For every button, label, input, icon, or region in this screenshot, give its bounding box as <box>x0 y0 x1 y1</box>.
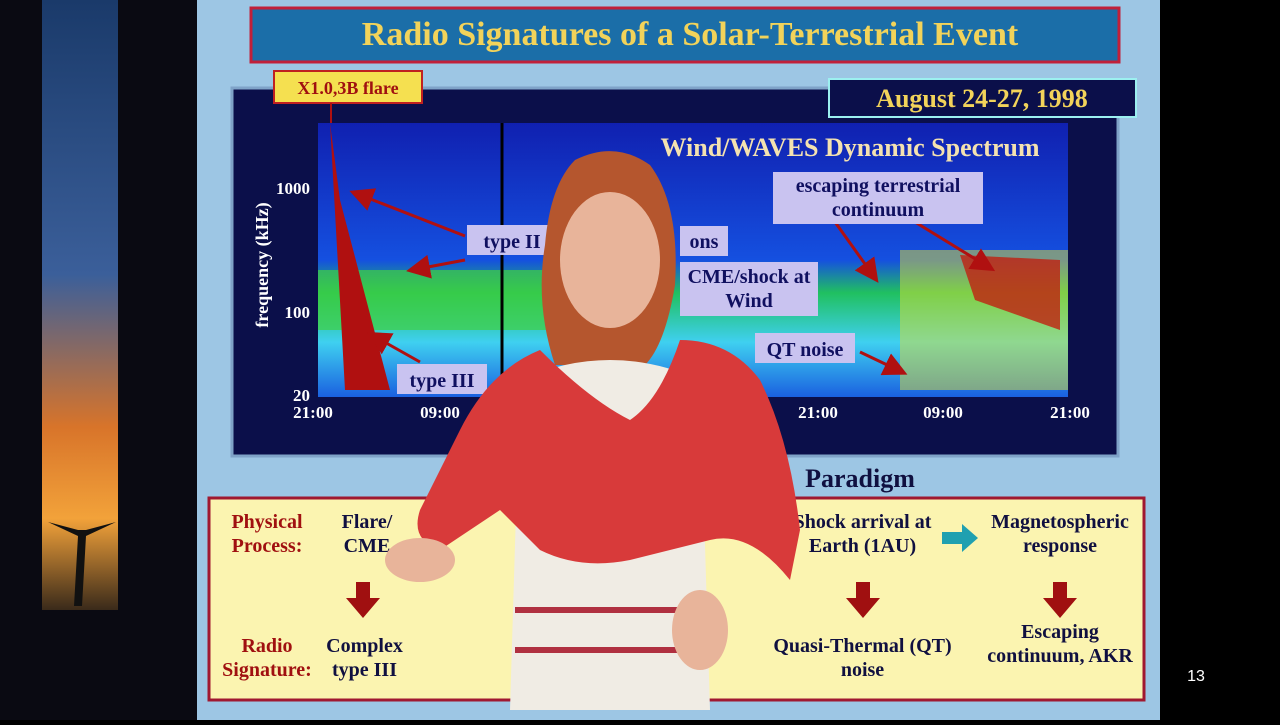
label-wrap: Physical Process: <box>231 511 303 557</box>
annotation-arrows <box>349 188 996 376</box>
process: Shock arrival at Earth (1AU) <box>793 511 932 557</box>
annotation: type II <box>483 231 540 253</box>
annotation-wrap: CME/shock at Wind <box>687 266 811 312</box>
x-tick-label: 21:00 <box>293 403 333 422</box>
hand <box>385 538 455 582</box>
annotation-box <box>680 226 728 256</box>
cardigan <box>417 340 800 580</box>
annotation-box <box>680 262 818 316</box>
face <box>560 192 660 328</box>
x-tick-label: 09:00 <box>923 403 963 422</box>
annotation: escaping terrestrial continuum <box>795 175 961 221</box>
annotation: type III <box>409 370 474 392</box>
flare-label: X1.0,3B flare <box>297 78 398 98</box>
y-axis-label: frequency (kHz) <box>252 202 273 327</box>
cell-wrap: Quasi-Thermal (QT) noise <box>773 635 952 681</box>
x-tick-label: 21:00 <box>798 403 838 422</box>
y-tick-label: 100 <box>285 303 311 322</box>
page-number: 13 <box>1187 668 1205 685</box>
y-tick-label: 20 <box>293 386 310 405</box>
label-wrap: Radio Signature: <box>222 635 312 681</box>
row-label: Radio Signature: <box>222 635 312 681</box>
annotation-box <box>467 225 557 255</box>
cell-wrap: Magnetospheric response <box>991 511 1129 557</box>
arrow <box>914 220 996 272</box>
process: Flare/ CME <box>341 511 393 557</box>
annotation-box <box>397 364 487 394</box>
silhouette <box>48 522 116 606</box>
flare-box <box>273 70 423 104</box>
date: August 24-27, 1998 <box>876 84 1088 113</box>
annotation: CME/shock at Wind <box>687 266 811 312</box>
type-iii-burst <box>330 123 390 390</box>
paradigm-heading: Paradigm <box>805 464 915 493</box>
annotation-wrap: escaping terrestrial continuum <box>795 175 961 221</box>
down-arrow <box>346 582 380 618</box>
side-artwork <box>42 0 118 610</box>
cell-wrap: Escaping continuum, AKR <box>987 621 1133 667</box>
down-arrows <box>346 582 1077 618</box>
annotation: ons <box>690 231 719 253</box>
down-arrow <box>846 582 880 618</box>
presenter <box>385 151 800 710</box>
annotation-box <box>755 333 855 363</box>
cell-wrap: Flare/ CME <box>341 511 393 557</box>
slide-title: Radio Signatures of a Solar-Terrestrial … <box>362 16 1019 53</box>
process: Magnetospheric response <box>991 511 1129 557</box>
flow-arrow <box>942 524 978 552</box>
arrow <box>406 254 466 279</box>
x-tick-label: 09:00 <box>420 403 460 422</box>
continuum-emission <box>960 255 1060 330</box>
x-tick-label: 21:00 <box>1050 403 1090 422</box>
arrow <box>366 332 421 364</box>
arrow <box>349 188 466 238</box>
signature: Quasi-Thermal (QT) noise <box>773 635 952 681</box>
hand <box>672 590 728 670</box>
paradigm-cells: Flare/ CME Shock arrival at Earth (1AU) … <box>326 511 1133 681</box>
annotation: QT noise <box>767 339 844 361</box>
cell-wrap: Shock arrival at Earth (1AU) <box>793 511 932 557</box>
spectrum-title: Wind/WAVES Dynamic Spectrum <box>661 133 1040 162</box>
row-label: Physical Process: <box>231 511 303 557</box>
signature: Escaping continuum, AKR <box>987 621 1133 667</box>
y-tick-label: 1000 <box>276 179 310 198</box>
annotation-box <box>773 172 983 224</box>
arrow <box>859 350 908 376</box>
date-box <box>828 78 1137 118</box>
annotations: type II type III ons CME/shock at Wind Q… <box>397 172 983 394</box>
down-arrow <box>1043 582 1077 618</box>
signature: Complex type III <box>326 635 403 681</box>
cell-wrap: Complex type III <box>326 635 403 681</box>
title-box <box>249 6 1121 64</box>
arrow <box>833 221 879 283</box>
